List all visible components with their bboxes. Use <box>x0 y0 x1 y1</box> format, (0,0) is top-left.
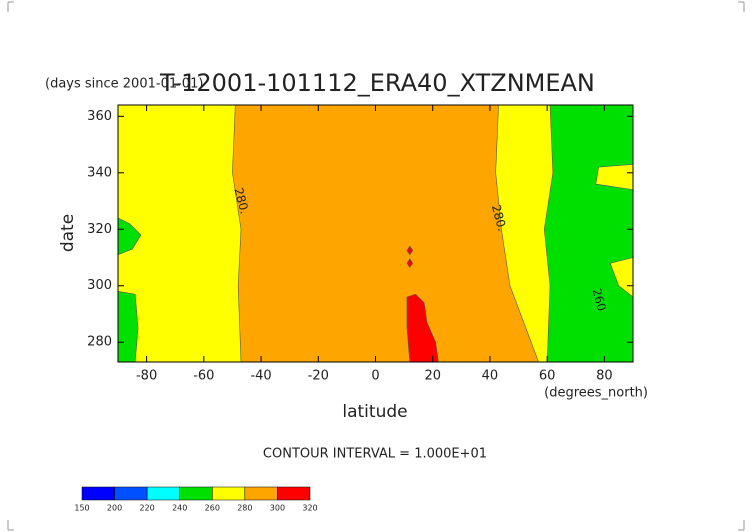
chart-title: T-12001-101112_ERA40_XTZNMEAN <box>159 69 595 97</box>
colorbar-label: 300 <box>270 504 285 513</box>
y-label: date <box>58 214 78 252</box>
colorbar-label: 240 <box>172 504 187 513</box>
x-label: latitude <box>342 402 407 422</box>
x-tick-label: 80 <box>596 369 613 384</box>
x-tick-label: 0 <box>371 369 379 384</box>
note: CONTOUR INTERVAL = 1.000E+01 <box>263 447 487 462</box>
y-tick-label: 300 <box>87 278 112 293</box>
x-tick-label: -40 <box>250 369 271 384</box>
subtitle: (days since 2001-01-01) <box>45 77 203 92</box>
colorbar-box <box>277 486 311 501</box>
colorbar-box <box>179 486 213 501</box>
x-tick-label: -80 <box>136 369 157 384</box>
colorbar-label: 280 <box>237 504 252 513</box>
colorbar-box <box>244 486 278 501</box>
colorbar-box <box>114 486 148 501</box>
contour-region <box>406 245 414 256</box>
contour-region <box>117 291 139 363</box>
colorbar-label: 260 <box>205 504 220 513</box>
contour-region <box>406 293 439 363</box>
colorbar-label: 150 <box>74 504 89 513</box>
x-tick-label: 40 <box>482 369 499 384</box>
y-tick-label: 320 <box>87 222 112 237</box>
y-tick-label: 360 <box>87 109 112 124</box>
contour-label: 280. <box>231 186 251 215</box>
y-tick-label: 340 <box>87 165 112 180</box>
x-unit: (degrees_north) <box>544 386 648 401</box>
colorbar-box <box>146 486 180 501</box>
contour-label: 280. <box>489 203 509 232</box>
x-tick-label: 60 <box>539 369 556 384</box>
colorbar-label: 220 <box>140 504 155 513</box>
colorbar-box <box>81 486 115 501</box>
contour-region <box>406 258 414 268</box>
colorbar-box <box>212 486 246 501</box>
colorbar-label: 200 <box>107 504 122 513</box>
contour-label: 260 <box>589 287 608 313</box>
corner-marks <box>7 1 745 531</box>
x-tick-label: -60 <box>193 369 214 384</box>
x-tick-label: 20 <box>424 369 441 384</box>
x-tick-label: -20 <box>308 369 329 384</box>
contour-region <box>232 104 540 363</box>
colorbar-label: 320 <box>302 504 317 513</box>
y-tick-label: 280 <box>87 335 112 350</box>
contour-region <box>544 104 634 363</box>
